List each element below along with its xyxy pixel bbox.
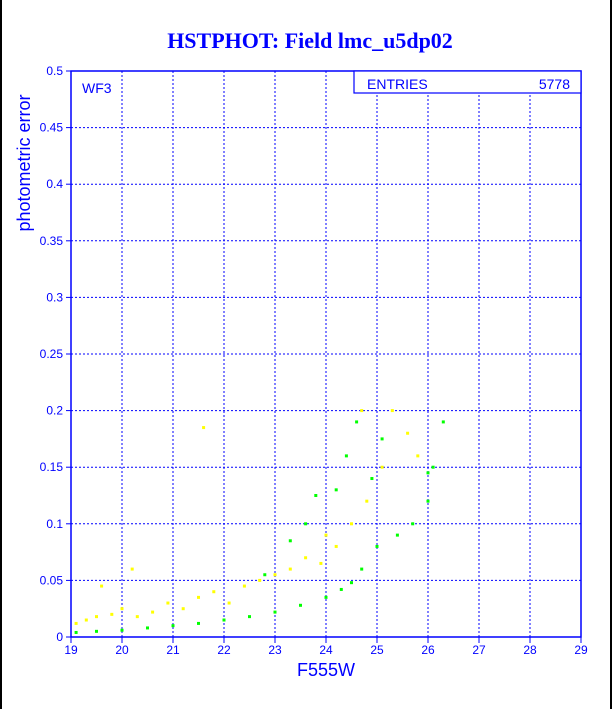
corner-annotation: WF3 [82, 80, 112, 96]
y-tick-label: 0.3 [46, 290, 63, 304]
y-axis-label: photometric error [14, 94, 34, 231]
data-points [74, 409, 445, 634]
x-tick-label: 24 [319, 643, 333, 657]
x-tick-label: 28 [523, 643, 537, 657]
y-tick-label: 0.45 [40, 121, 64, 135]
green-data-point [370, 477, 374, 481]
green-data-point [426, 499, 430, 503]
green-data-point [355, 420, 359, 424]
yellow-data-point [365, 499, 369, 503]
green-data-point [380, 437, 384, 441]
green-data-point [375, 544, 379, 548]
yellow-data-point [288, 567, 292, 571]
yellow-data-point [130, 567, 134, 571]
yellow-data-point [95, 615, 98, 619]
yellow-data-point [181, 607, 185, 611]
chart-title: HSTPHOT: Field lmc_u5dp02 [167, 28, 453, 53]
green-data-point [120, 628, 124, 632]
yellow-data-point [380, 465, 384, 469]
y-tick-label: 0.05 [40, 573, 64, 587]
yellow-data-point [212, 590, 216, 594]
green-data-point [197, 621, 200, 625]
yellow-data-point [350, 522, 353, 526]
yellow-data-point [120, 607, 124, 611]
y-tick-label: 0.1 [46, 517, 63, 531]
yellow-data-point [360, 409, 364, 413]
stats-value: 5778 [539, 76, 570, 92]
green-data-point [334, 488, 338, 492]
green-data-point [248, 615, 251, 619]
x-tick-label: 26 [421, 643, 435, 657]
yellow-data-point [304, 556, 308, 560]
green-data-point [74, 630, 78, 634]
green-data-point [288, 539, 292, 543]
x-tick-labels: 19 20 21 22 23 24 25 26 27 28 29 [64, 643, 588, 657]
yellow-data-point [334, 544, 338, 548]
green-data-point [146, 626, 149, 630]
x-tick-label: 20 [115, 643, 129, 657]
y-tick-label: 0.2 [46, 404, 63, 418]
green-data-point [395, 533, 399, 537]
yellow-data-point [324, 533, 328, 537]
y-tick-label: 0.25 [40, 347, 64, 361]
green-data-point [314, 494, 318, 497]
x-tick-label: 25 [370, 643, 384, 657]
x-tick-label: 19 [64, 643, 78, 657]
y-tick-label: 0.35 [40, 234, 64, 248]
x-tick-label: 29 [574, 643, 588, 657]
y-tick-label: 0 [56, 630, 63, 644]
yellow-data-point [74, 621, 78, 625]
grid-lines [66, 70, 582, 643]
x-tick-label: 21 [166, 643, 180, 657]
green-data-point [263, 573, 267, 577]
x-tick-label: 27 [472, 643, 486, 657]
yellow-data-point [319, 561, 323, 565]
green-data-point [339, 587, 343, 591]
yellow-data-point [227, 601, 231, 605]
y-tick-label: 0.15 [40, 460, 64, 474]
x-tick-label: 23 [268, 643, 282, 657]
yellow-data-point [258, 578, 262, 582]
yellow-data-point [202, 426, 206, 430]
y-tick-labels: 0 0.05 0.1 0.15 0.2 0.25 0.3 0.35 0.4 0.45 0.5 [40, 64, 64, 644]
green-data-point [95, 629, 98, 633]
yellow-data-point [135, 615, 139, 619]
green-data-point [299, 603, 302, 607]
green-data-point [350, 581, 353, 585]
left-border [0, 0, 2, 709]
green-data-point [273, 610, 277, 614]
yellow-data-point [166, 601, 170, 605]
yellow-data-point [242, 584, 246, 588]
yellow-data-point [273, 573, 277, 577]
yellow-data-point [84, 618, 88, 622]
stats-label: ENTRIES [367, 76, 428, 92]
y-tick-label: 0.5 [46, 64, 63, 78]
yellow-data-point [151, 610, 155, 614]
yellow-data-point [100, 584, 104, 588]
green-data-point [411, 522, 415, 526]
yellow-data-point [390, 409, 394, 413]
green-data-point [304, 522, 308, 526]
green-data-point [426, 471, 430, 475]
green-data-point [360, 567, 364, 571]
yellow-data-point [110, 612, 114, 616]
green-data-point [171, 624, 175, 628]
green-data-point [441, 420, 445, 424]
yellow-data-point [197, 595, 200, 599]
x-axis-label: F555W [297, 660, 355, 680]
y-tick-label: 0.4 [46, 177, 63, 191]
green-data-point [344, 454, 348, 458]
green-data-point [324, 595, 328, 599]
yellow-data-point [406, 431, 410, 435]
green-data-point [431, 465, 435, 469]
plot-frame [70, 70, 582, 638]
right-border [610, 0, 612, 709]
yellow-data-point [416, 454, 420, 458]
stats-box-frame [353, 70, 582, 94]
stats-box: ENTRIES 5778 [353, 70, 582, 94]
x-tick-label: 22 [217, 643, 231, 657]
green-data-point [222, 618, 226, 622]
